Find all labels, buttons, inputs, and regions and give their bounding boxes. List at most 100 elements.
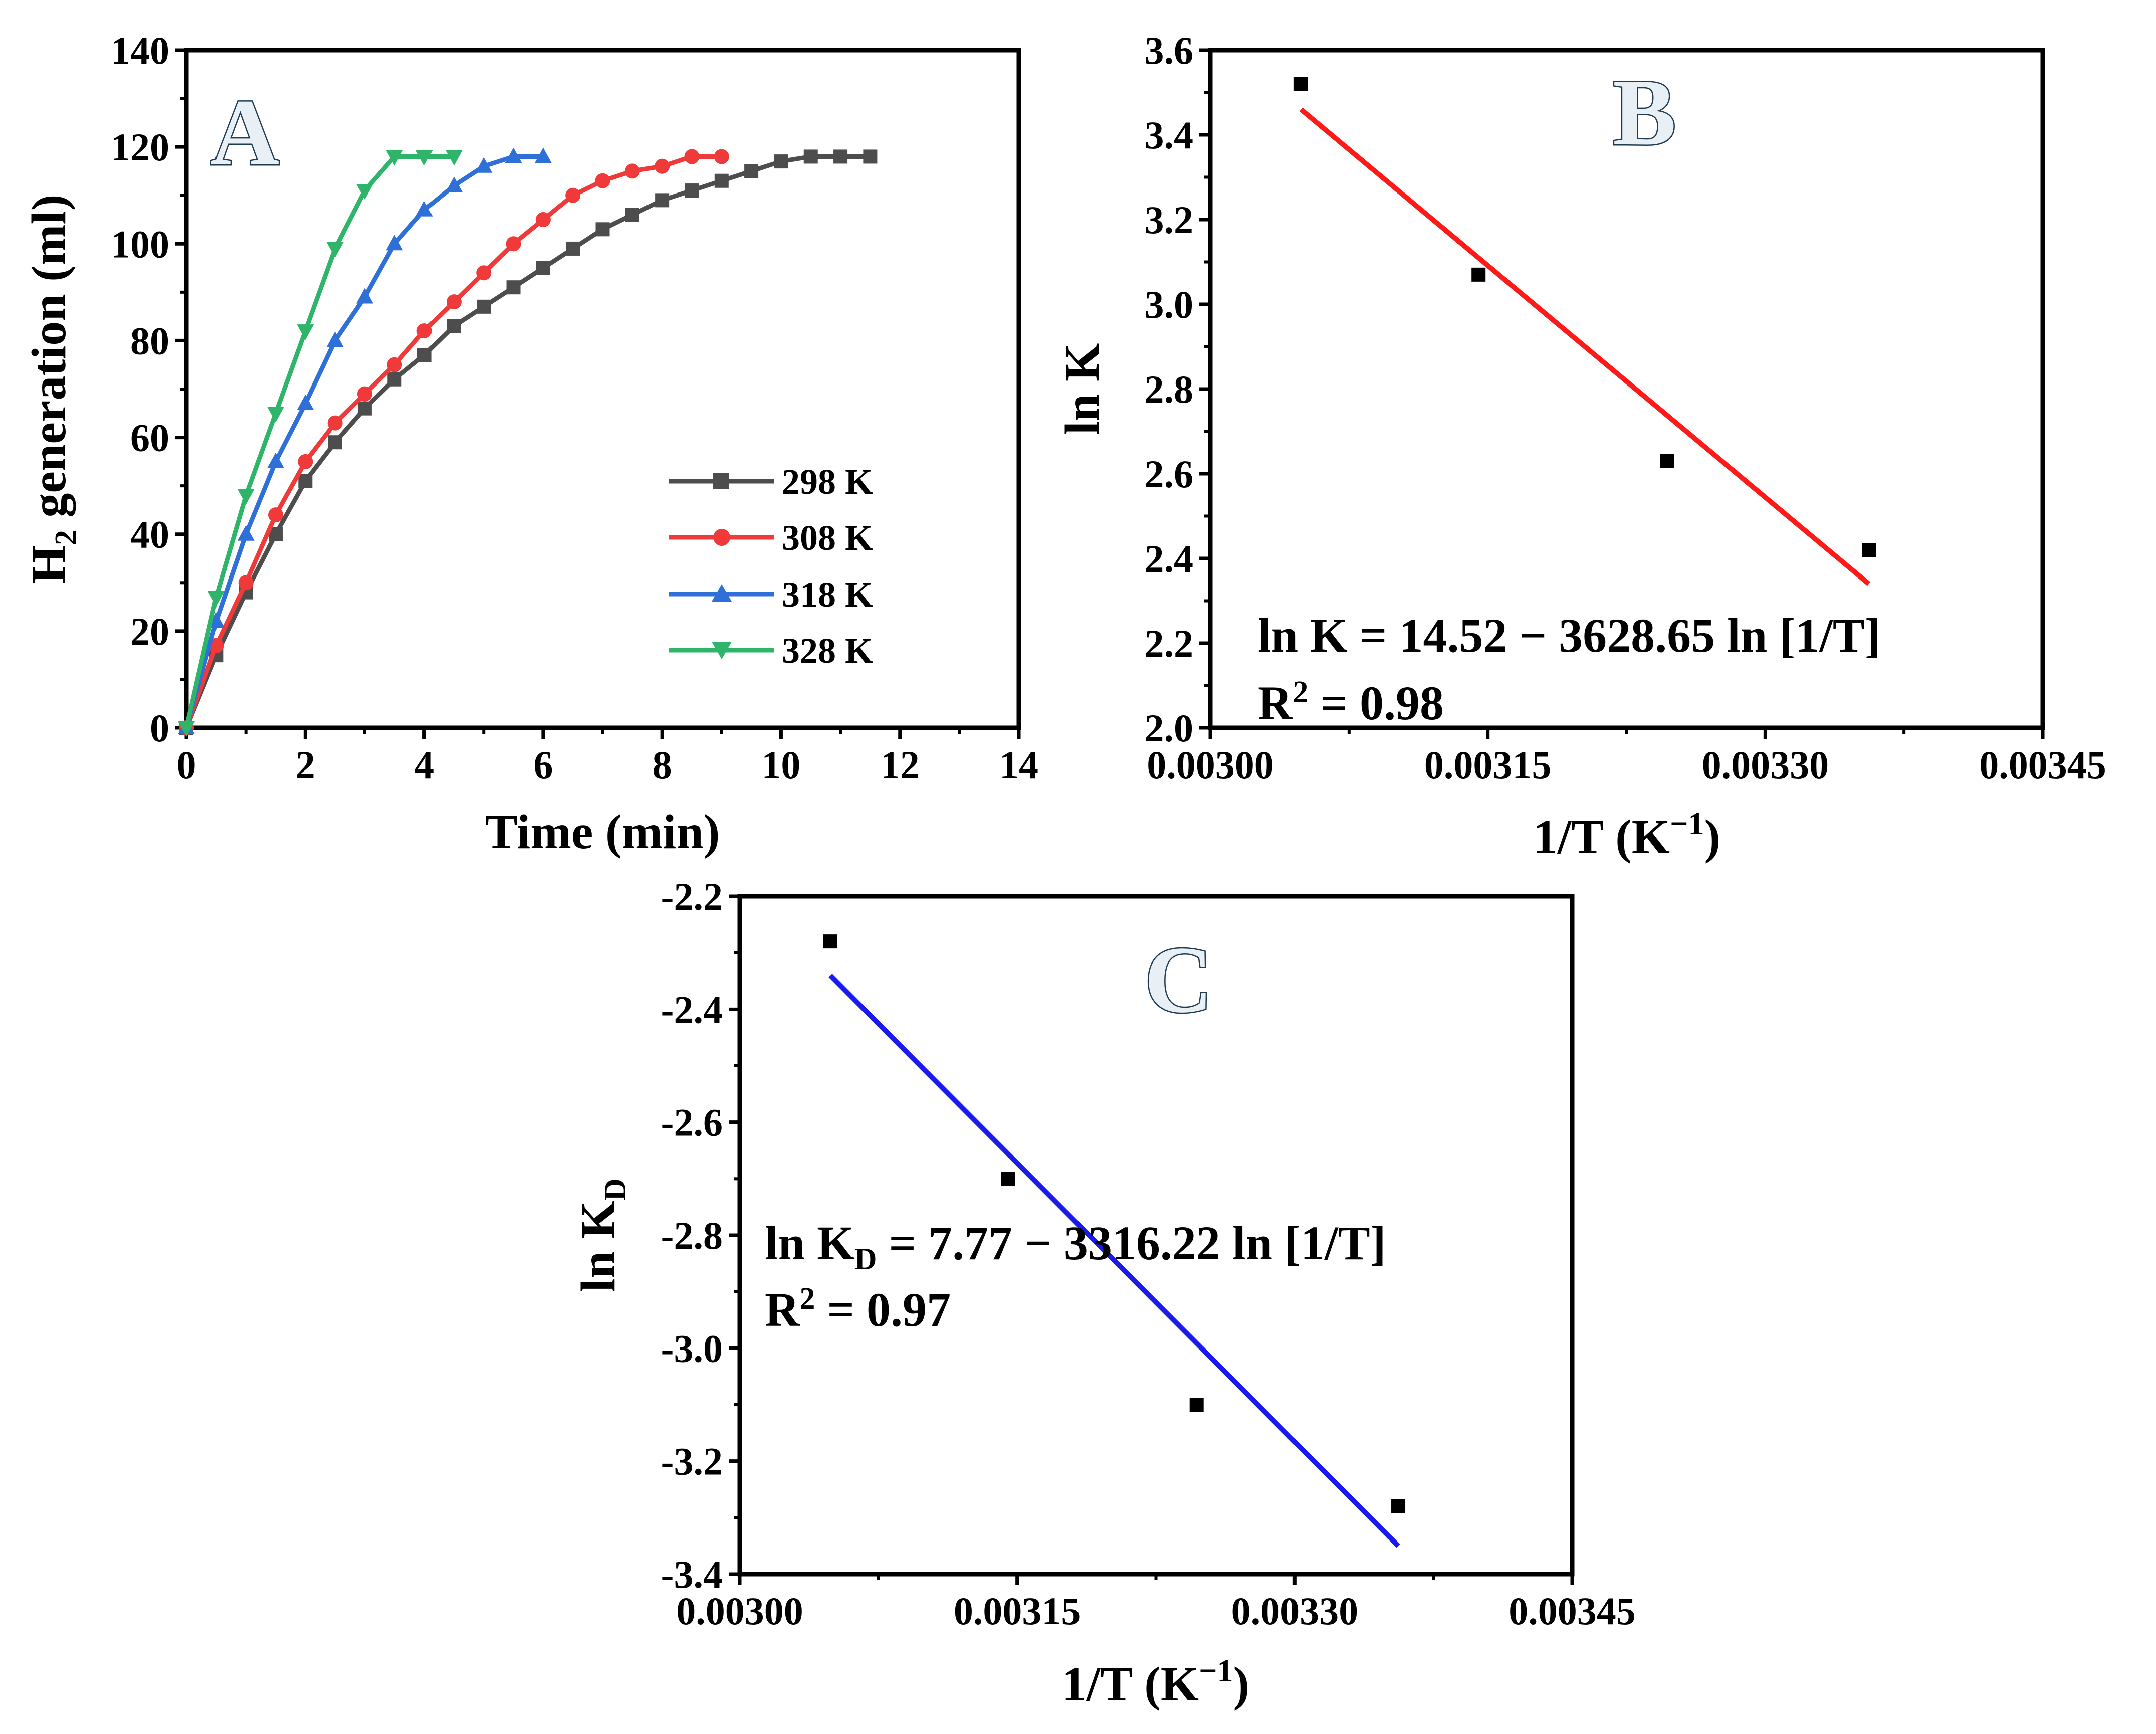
panel-c-fit-line xyxy=(828,974,1400,1548)
panel-b-x-tick-label: 0.00330 xyxy=(1702,743,1829,787)
panel-a-legend: 298 K 308 K 318 K 328 K xyxy=(669,462,873,671)
panel-a-x-tick-label: 14 xyxy=(999,743,1038,787)
data-point xyxy=(624,163,640,179)
data-point xyxy=(535,212,551,227)
panel-b-x-tick-label: 0.00300 xyxy=(1147,743,1274,787)
panel-b-y-tick-label: 2.8 xyxy=(1145,367,1194,411)
series-328k xyxy=(178,150,463,737)
panel-b-data-point xyxy=(1862,543,1876,557)
panel-b-y-tick-label: 3.6 xyxy=(1145,29,1194,72)
data-point xyxy=(566,241,580,256)
panel-c-equation: ln KD = 7.77 − 3316.22 ln [1/T] xyxy=(765,1216,1386,1276)
legend-item-308k: 308 K xyxy=(669,518,873,558)
data-point xyxy=(445,150,463,166)
panel-b-equation: ln K = 14.52 − 3628.65 ln [1/T] xyxy=(1258,609,1881,662)
panel-c-x-tick-label: 0.00315 xyxy=(954,1589,1081,1633)
panel-a-y-axis-label: H2 generation (ml) xyxy=(22,195,83,584)
panel-a-y-tick-label: 0 xyxy=(150,706,169,750)
data-point xyxy=(447,319,461,333)
data-point xyxy=(207,591,225,607)
data-point xyxy=(536,261,550,275)
data-point xyxy=(655,193,670,208)
panel-b-data-point xyxy=(1660,454,1674,468)
data-point xyxy=(625,208,639,222)
data-point xyxy=(565,187,581,203)
data-point xyxy=(356,288,373,304)
data-point xyxy=(714,173,729,188)
data-point xyxy=(685,183,699,198)
panel-b-data-point xyxy=(1471,267,1486,282)
panel-c-letter: C xyxy=(1144,927,1213,1033)
data-point xyxy=(655,158,670,174)
panel-c-ticks: 0.00300 0.00315 0.00330 0.00345 -2.2 -2.4 -2.6… xyxy=(661,875,1636,1633)
data-point xyxy=(328,435,342,450)
data-point xyxy=(326,331,344,347)
panel-a-x-tick-label: 4 xyxy=(414,743,434,787)
data-point xyxy=(417,348,432,362)
data-point xyxy=(357,386,372,402)
panel-c-x-tick-label: 0.00330 xyxy=(1231,1589,1359,1633)
panel-c-series xyxy=(823,934,1406,1548)
svg-text:318 K: 318 K xyxy=(782,574,873,615)
series-line xyxy=(184,154,454,728)
data-point xyxy=(178,721,195,737)
data-point xyxy=(357,401,372,416)
data-point xyxy=(744,164,759,178)
data-point xyxy=(268,507,283,523)
data-point xyxy=(476,265,492,281)
panel-c-data-point xyxy=(1001,1172,1015,1186)
panel-c-y-tick-label: -2.6 xyxy=(661,1101,723,1144)
panel-b-y-tick-label: 3.2 xyxy=(1145,198,1194,242)
legend-item-318k: 318 K xyxy=(669,574,873,615)
panel-c-y-tick-label: -2.8 xyxy=(661,1214,723,1257)
series-line xyxy=(184,154,543,729)
panel-b-y-tick-label: 3.4 xyxy=(1145,113,1194,157)
data-point xyxy=(595,173,610,188)
panel-a-y-tick-label: 120 xyxy=(111,125,169,169)
data-point xyxy=(386,235,403,251)
series-298k xyxy=(179,149,878,735)
svg-text:298 K: 298 K xyxy=(782,462,873,502)
panel-b-y-axis-label: ln K xyxy=(1055,343,1110,435)
panel-c-x-tick-label: 0.00300 xyxy=(676,1589,803,1633)
panel-b-data-point xyxy=(1293,77,1308,91)
data-point xyxy=(863,149,878,164)
panel-a-y-tick-label: 80 xyxy=(130,319,169,362)
data-point xyxy=(415,150,433,166)
data-point xyxy=(714,149,729,164)
data-point xyxy=(356,184,373,200)
legend-item-328k: 328 K xyxy=(669,631,873,671)
panel-c-data-point xyxy=(823,934,837,949)
panel-c-r-squared: R2 = 0.97 xyxy=(765,1282,951,1336)
data-point xyxy=(506,236,521,252)
data-point xyxy=(475,157,493,173)
data-point xyxy=(534,147,552,163)
data-point xyxy=(506,280,521,295)
data-point xyxy=(803,149,818,164)
panel-c-data-point xyxy=(1391,1499,1406,1513)
panel-b-letter: B xyxy=(1613,60,1676,165)
panel-b-x-axis-label: 1/T (K−1) xyxy=(1533,806,1720,864)
panel-b-r-squared: R2 = 0.98 xyxy=(1258,675,1444,730)
data-point xyxy=(684,149,700,164)
panel-b-y-tick-label: 2.0 xyxy=(1145,706,1194,750)
panel-c-y-axis-label: ln KD xyxy=(571,1178,632,1292)
panel-c-data-point xyxy=(1189,1398,1204,1412)
series-318k xyxy=(178,147,552,734)
svg-text:328 K: 328 K xyxy=(782,631,873,671)
data-point xyxy=(387,357,402,372)
data-point xyxy=(238,575,254,591)
panel-c-y-tick-label: -2.2 xyxy=(661,875,723,918)
panel-c-y-tick-label: -3.4 xyxy=(661,1553,723,1596)
panel-b-x-tick-label: 0.00345 xyxy=(1979,743,2106,787)
legend-item-298k: 298 K xyxy=(669,462,873,502)
data-point xyxy=(415,201,433,217)
panel-c-x-axis-label: 1/T (K−1) xyxy=(1062,1653,1249,1711)
data-point xyxy=(505,147,522,163)
panel-b-y-tick-label: 3.0 xyxy=(1145,283,1194,326)
data-point xyxy=(237,525,255,541)
panel-c-x-tick-label: 0.00345 xyxy=(1508,1589,1636,1633)
panel-a-x-axis-label: Time (min) xyxy=(485,805,720,859)
panel-a-x-tick-label: 8 xyxy=(653,743,672,787)
